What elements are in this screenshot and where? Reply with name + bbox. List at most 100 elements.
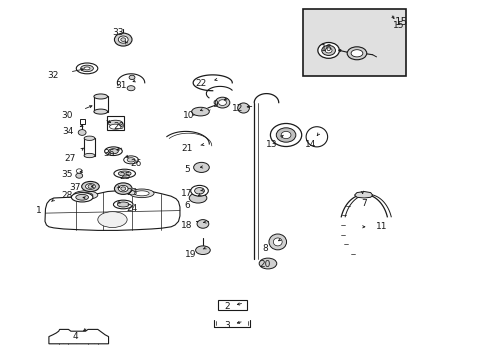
Text: 35: 35 xyxy=(61,170,73,179)
Polygon shape xyxy=(45,191,180,230)
Ellipse shape xyxy=(84,153,95,158)
Text: 6: 6 xyxy=(183,201,189,210)
Ellipse shape xyxy=(76,63,98,74)
Ellipse shape xyxy=(78,193,93,198)
Text: 28: 28 xyxy=(61,191,73,199)
Text: 11: 11 xyxy=(375,222,386,231)
Polygon shape xyxy=(49,329,108,344)
Ellipse shape xyxy=(114,33,132,46)
Text: 25: 25 xyxy=(119,172,130,181)
Ellipse shape xyxy=(189,193,206,203)
Text: 16: 16 xyxy=(320,44,332,53)
Ellipse shape xyxy=(73,191,98,199)
Ellipse shape xyxy=(76,194,88,200)
Text: 12: 12 xyxy=(231,104,243,112)
Ellipse shape xyxy=(108,120,122,126)
Ellipse shape xyxy=(84,67,90,70)
Ellipse shape xyxy=(71,193,93,202)
Text: 20: 20 xyxy=(259,260,271,269)
Ellipse shape xyxy=(215,97,229,108)
Text: 30: 30 xyxy=(61,111,73,120)
Ellipse shape xyxy=(121,38,125,41)
Text: 8: 8 xyxy=(262,244,268,253)
Text: 17: 17 xyxy=(181,189,192,198)
Text: 13: 13 xyxy=(265,140,277,149)
Ellipse shape xyxy=(325,48,331,53)
Ellipse shape xyxy=(346,47,366,60)
Text: 5: 5 xyxy=(183,165,189,174)
Text: 19: 19 xyxy=(184,250,196,259)
Ellipse shape xyxy=(193,162,209,172)
Ellipse shape xyxy=(94,94,107,99)
Text: 29: 29 xyxy=(113,122,124,131)
Ellipse shape xyxy=(197,220,208,228)
Text: 22: 22 xyxy=(195,79,207,88)
Text: 7: 7 xyxy=(361,199,366,208)
Text: 33: 33 xyxy=(112,28,124,37)
Polygon shape xyxy=(354,192,372,198)
Ellipse shape xyxy=(117,202,129,207)
Ellipse shape xyxy=(281,131,290,139)
Text: 24: 24 xyxy=(126,204,138,213)
Text: 23: 23 xyxy=(126,188,138,197)
Ellipse shape xyxy=(81,65,93,72)
Ellipse shape xyxy=(88,185,93,188)
Bar xyxy=(94,96,107,112)
Ellipse shape xyxy=(321,45,335,55)
Ellipse shape xyxy=(268,234,286,250)
Text: 9: 9 xyxy=(212,100,218,109)
Ellipse shape xyxy=(259,258,276,269)
Ellipse shape xyxy=(85,184,95,189)
Ellipse shape xyxy=(276,128,295,142)
Ellipse shape xyxy=(127,158,135,162)
Bar xyxy=(80,119,84,124)
Ellipse shape xyxy=(134,191,149,196)
Ellipse shape xyxy=(109,124,121,129)
Text: 4: 4 xyxy=(73,332,79,341)
Text: 27: 27 xyxy=(64,154,76,163)
Ellipse shape xyxy=(76,173,82,178)
Bar xyxy=(106,116,124,130)
Ellipse shape xyxy=(121,187,125,190)
Ellipse shape xyxy=(191,107,209,116)
Ellipse shape xyxy=(81,181,99,192)
Ellipse shape xyxy=(305,127,327,147)
Text: 2: 2 xyxy=(224,302,230,311)
Ellipse shape xyxy=(98,212,127,228)
Text: 26: 26 xyxy=(130,159,142,168)
Ellipse shape xyxy=(218,100,226,105)
Ellipse shape xyxy=(84,136,95,140)
Bar xyxy=(303,9,405,76)
Ellipse shape xyxy=(113,200,133,209)
Ellipse shape xyxy=(237,103,249,113)
Text: 21: 21 xyxy=(181,144,192,153)
Text: 1: 1 xyxy=(36,206,42,215)
Ellipse shape xyxy=(94,109,107,114)
Ellipse shape xyxy=(270,123,301,147)
Text: 37: 37 xyxy=(69,183,81,192)
Ellipse shape xyxy=(118,171,131,176)
Ellipse shape xyxy=(129,189,154,198)
Text: 3: 3 xyxy=(224,321,230,330)
Ellipse shape xyxy=(129,75,135,80)
Ellipse shape xyxy=(118,36,128,43)
Ellipse shape xyxy=(190,185,208,196)
Ellipse shape xyxy=(273,238,282,246)
Text: 36: 36 xyxy=(102,149,114,158)
Ellipse shape xyxy=(76,169,82,173)
Ellipse shape xyxy=(194,188,204,194)
Ellipse shape xyxy=(195,246,210,255)
Bar xyxy=(84,138,95,156)
Ellipse shape xyxy=(114,169,135,178)
Bar xyxy=(217,300,246,310)
Ellipse shape xyxy=(123,156,138,164)
Text: 15: 15 xyxy=(393,17,407,27)
Ellipse shape xyxy=(127,86,135,91)
Text: 15: 15 xyxy=(392,21,404,30)
Ellipse shape xyxy=(78,130,86,135)
Text: 31: 31 xyxy=(115,81,127,90)
Text: 10: 10 xyxy=(182,111,194,120)
Ellipse shape xyxy=(108,149,118,154)
Text: 14: 14 xyxy=(304,140,316,149)
Ellipse shape xyxy=(104,147,122,156)
